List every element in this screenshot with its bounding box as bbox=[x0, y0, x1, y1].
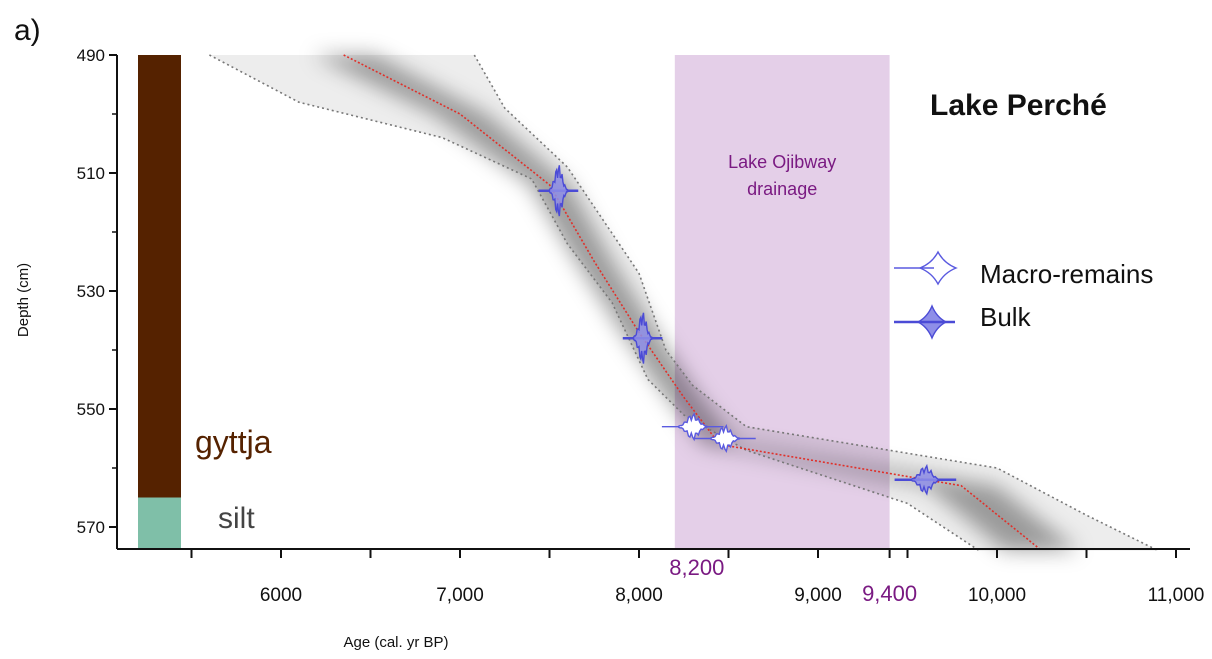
y-tick-label-510: 510 bbox=[77, 164, 105, 183]
x-tick-label-6000: 6000 bbox=[260, 585, 302, 606]
drainage-label-line1: Lake Ojibway bbox=[728, 152, 836, 172]
date-macro-553-shape bbox=[678, 412, 708, 442]
y-axis-ticks: 490 510 530 550 570 bbox=[77, 46, 117, 537]
date-macro-555-shape bbox=[710, 423, 740, 454]
lower-bound-line bbox=[209, 54, 980, 552]
x-tick-label-7000: 7,000 bbox=[436, 585, 484, 606]
y-tick-label-530: 530 bbox=[77, 282, 105, 301]
legend-macro-remains-label: Macro-remains bbox=[980, 259, 1153, 289]
legend: Macro-remains Bulk bbox=[894, 250, 1153, 340]
gyttja-label: gyttja bbox=[195, 424, 272, 460]
date-distributions bbox=[538, 165, 957, 496]
axes bbox=[116, 55, 1190, 550]
x-tick-label-9000: 9,000 bbox=[794, 585, 842, 606]
y-tick-label-570: 570 bbox=[77, 518, 105, 537]
legend-bulk-label: Bulk bbox=[980, 302, 1032, 332]
date-bulk-538-shape bbox=[632, 312, 653, 364]
x-axis-title: Age (cal. yr BP) bbox=[343, 634, 448, 651]
date-bulk-513-shape bbox=[548, 165, 569, 217]
drainage-end-label: 9,400 bbox=[862, 581, 917, 606]
date-macro-555 bbox=[694, 423, 756, 454]
x-tick-label-11000: 11,000 bbox=[1148, 585, 1205, 606]
lithology-silt bbox=[138, 497, 181, 549]
date-macro-553 bbox=[661, 412, 724, 442]
y-tick-label-550: 550 bbox=[77, 400, 105, 419]
drainage-start-label: 8,200 bbox=[669, 555, 724, 580]
lithology-column bbox=[138, 55, 181, 549]
date-bulk-562-shape bbox=[910, 463, 941, 496]
x-tick-label-8000: 8,000 bbox=[615, 585, 663, 606]
y-axis-title: Depth (cm) bbox=[15, 263, 32, 337]
x-tick-label-10000: 10,000 bbox=[968, 585, 1026, 606]
y-tick-label-490: 490 bbox=[77, 46, 105, 65]
x-axis-ticks: 6000 7,000 8,000 9,000 10,000 11,000 bbox=[190, 549, 1205, 606]
date-bulk-513 bbox=[538, 165, 579, 217]
drainage-label-line2: drainage bbox=[747, 179, 817, 199]
date-bulk-562 bbox=[894, 463, 957, 496]
chart-title: Lake Perché bbox=[930, 89, 1107, 122]
envelope-core-shade bbox=[312, 55, 1079, 551]
legend-macro-remains-symbol bbox=[918, 250, 958, 286]
lithology-gyttja bbox=[138, 55, 181, 498]
silt-label: silt bbox=[218, 502, 255, 535]
date-bulk-538 bbox=[622, 312, 663, 364]
panel-label: a) bbox=[14, 14, 41, 47]
